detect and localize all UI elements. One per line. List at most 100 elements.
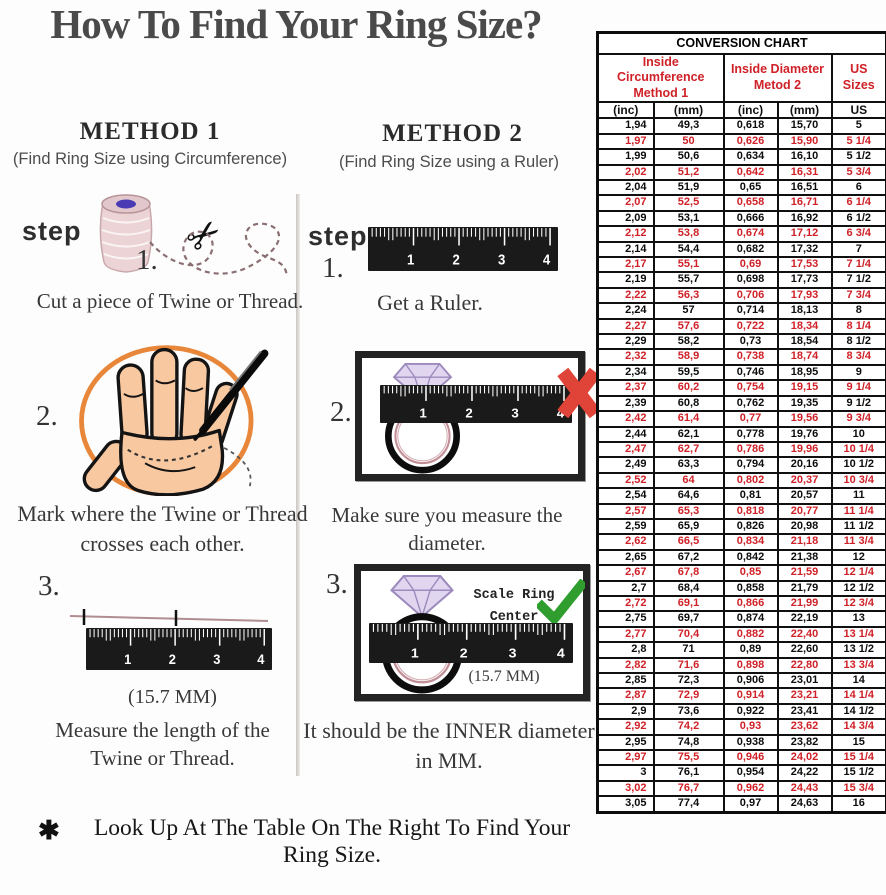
subheader-us: US	[830, 101, 886, 120]
svg-text:2: 2	[465, 406, 472, 421]
table-row: 3,02 76,7 0,962 24,43 15 3/4	[596, 779, 886, 798]
method1-step1-number: 1.	[136, 244, 158, 276]
scissors-icon: ✂	[177, 208, 231, 264]
table-row: 2,12 53,8 0,674 17,12 6 3/4	[596, 225, 886, 243]
finger	[150, 347, 179, 448]
subheader-mm-1: (mm)	[652, 101, 725, 120]
svg-text:4: 4	[543, 251, 551, 268]
method2-step2-number: 2.	[330, 396, 352, 428]
subheader-mm-2: (mm)	[776, 101, 833, 120]
method2-subheading: (Find Ring Size using a Ruler)	[338, 153, 560, 171]
table-row: 2,9 73,6 0,922 23,41 14 1/2	[596, 702, 886, 721]
table-row: 2,8 71 0,89 22,60 13 1/2	[596, 641, 886, 659]
ruler-icon: 1 2 3 4	[380, 385, 572, 423]
method1-step1-text: Cut a piece of Twine or Thread.	[36, 289, 304, 313]
twine-spool-icon: ✂	[99, 194, 289, 277]
table-row: 2,67 67,8 0,85 21,59 12 1/4	[596, 564, 886, 582]
method2-step2-text: Make sure you measure the diameter.	[331, 503, 563, 556]
table-row: 2,34 59,5 0,746 18,95 9	[596, 363, 886, 382]
method2-step1-number: 1.	[322, 252, 344, 284]
table-row: 2,95 74,8 0,938 23,82 15	[596, 733, 886, 752]
table-row: 2,32 58,9 0,738 18,74 8 3/4	[596, 348, 886, 366]
table-row: 2,09 53,1 0,666 16,92 6 1/2	[596, 209, 886, 228]
table-row: 2,54 64,6 0,81 20,57 11	[596, 487, 886, 505]
red-x-icon	[557, 367, 601, 419]
palm	[119, 428, 225, 496]
method2-heading: METHOD 2	[382, 120, 523, 147]
column-divider	[296, 194, 300, 776]
table-row: 2,07 52,5 0,658 16,71 6 1/4	[596, 194, 886, 212]
svg-text:1: 1	[411, 646, 419, 660]
svg-text:3: 3	[498, 251, 506, 268]
method1-subheading: (Find Ring Size using Circumference)	[12, 150, 288, 168]
pen-icon	[199, 349, 269, 435]
measured-thread-icon	[70, 609, 269, 626]
table-row: 2,37 60,2 0,754 19,15 9 1/4	[596, 379, 886, 397]
svg-text:4: 4	[257, 652, 265, 668]
table-row: 2,97 75,5 0,946 24,02 15 1/4	[596, 749, 886, 767]
correct-measurement-frame: Scale Ring Center 1 2 3 4 (15.7 MM)	[354, 564, 590, 701]
table-row: 2,44 62,1 0,778 19,76 10	[596, 425, 886, 443]
table-row: 2,42 61,4 0,77 19,56 9 3/4	[596, 410, 886, 428]
svg-text:1: 1	[124, 652, 132, 668]
table-row: 2,22 56,3 0,706 17,93 7 3/4	[596, 286, 886, 305]
wrong-measurement-frame: 1 2 3 4	[355, 351, 601, 481]
method2-step3-text: It should be the INNER diameter in MM.	[303, 718, 595, 773]
table-row: 2,29 58,2 0,73 18,54 8 1/2	[596, 333, 886, 351]
table-row: 1,94 49,3 0,618 15,70 5	[596, 117, 886, 135]
col-group-method1: Inside Circumference Method 1	[596, 52, 725, 104]
table-row: 2,52 64 0,802 20,37 10 3/4	[596, 471, 886, 490]
table-row: 1,97 50 0,626 15,90 5 1/4	[596, 132, 886, 151]
table-row: 3,05 77,4 0,97 24,63 16	[596, 795, 886, 814]
table-row: 2,49 63,3 0,794 20,16 10 1/2	[596, 456, 886, 474]
table-row: 2,77 70,4 0,882 22,40 13 1/4	[596, 625, 886, 644]
table-row: 2,02 51,2 0,642 16,31 5 3/4	[596, 163, 886, 182]
table-row: 2,75 69,7 0,874 22,19 13	[596, 610, 886, 628]
svg-text:4: 4	[557, 646, 565, 660]
method1-heading: METHOD 1	[79, 118, 221, 145]
svg-text:4: 4	[557, 406, 565, 421]
method1-step3-text: Measure the length of the Twine or Threa…	[55, 718, 270, 771]
method2-step3-number: 3.	[326, 568, 348, 600]
method2-step-label: step	[308, 221, 368, 251]
method1-step-label: step	[22, 216, 82, 246]
svg-text:3: 3	[509, 646, 517, 660]
ruler-icon: 1 2 3 4	[368, 227, 558, 271]
svg-text:1: 1	[407, 251, 415, 268]
table-row: 2,65 67,2 0,842 21,38 12	[596, 548, 886, 567]
svg-text:2: 2	[453, 251, 461, 268]
table-row: 2,57 65,3 0,818 20,77 11 1/4	[596, 502, 886, 520]
svg-text:3: 3	[511, 406, 518, 421]
table-row: 2,47 62,7 0,786 19,96 10 1/4	[596, 440, 886, 459]
table-row: 2,87 72,9 0,914 23,21 14 1/4	[596, 687, 886, 705]
table-row: 1,99 50,6 0,634 16,10 5 1/2	[596, 148, 886, 166]
footer-note: Look Up At The Table On The Right To Fin…	[93, 815, 571, 868]
method2-step1-text: Get a Ruler.	[377, 290, 483, 315]
table-row: 2,27 57,6 0,722 18,34 8 1/4	[596, 317, 886, 336]
table-row: 2,62 66,5 0,834 21,18 11 3/4	[596, 533, 886, 551]
table-row: 2,85 72,3 0,906 23,01 14	[596, 671, 886, 690]
table-row: 3 76,1 0,954 24,22 15 1/2	[596, 764, 886, 782]
table-row: 2,14 54,4 0,682 17,32 7	[596, 240, 886, 259]
table-row: 2,92 74,2 0,93 23,62 14 3/4	[596, 718, 886, 736]
svg-text:1: 1	[419, 406, 426, 421]
col-group-method2: Inside Diameter Metod 2	[722, 52, 833, 104]
scale-ring-center-note: Scale Ring Center	[473, 588, 555, 625]
spool-core	[116, 199, 136, 209]
conversion-table-body: 1,94 49,3 0,618 15,70 5 1,97 50 0,626 15,90 5 1/4…	[596, 117, 886, 814]
col-group-us-sizes: US Sizes	[830, 52, 886, 104]
page-title: How To Find Your Ring Size?	[50, 1, 542, 47]
svg-text:2: 2	[460, 646, 468, 660]
table-row: 2,82 71,6 0,898 22,80 13 3/4	[596, 656, 886, 675]
ruler-icon: 1 2 3 4	[369, 623, 573, 663]
method1-step2-number: 2.	[36, 400, 58, 432]
table-row: 2,17 55,1 0,69 17,53 7 1/4	[596, 256, 886, 274]
table-row: 2,72 69,1 0,866 21,99 12 3/4	[596, 594, 886, 613]
method1-step3-number: 3.	[38, 570, 60, 602]
svg-text:2: 2	[169, 652, 176, 668]
method1-step2-text: Mark where the Twine or Thread crosses e…	[17, 501, 308, 556]
conversion-chart-table: CONVERSION CHART Inside Circumference Me…	[596, 31, 886, 814]
twine-mark-line	[127, 444, 214, 462]
table-row: 2,7 68,4 0,858 21,79 12 1/2	[596, 579, 886, 597]
